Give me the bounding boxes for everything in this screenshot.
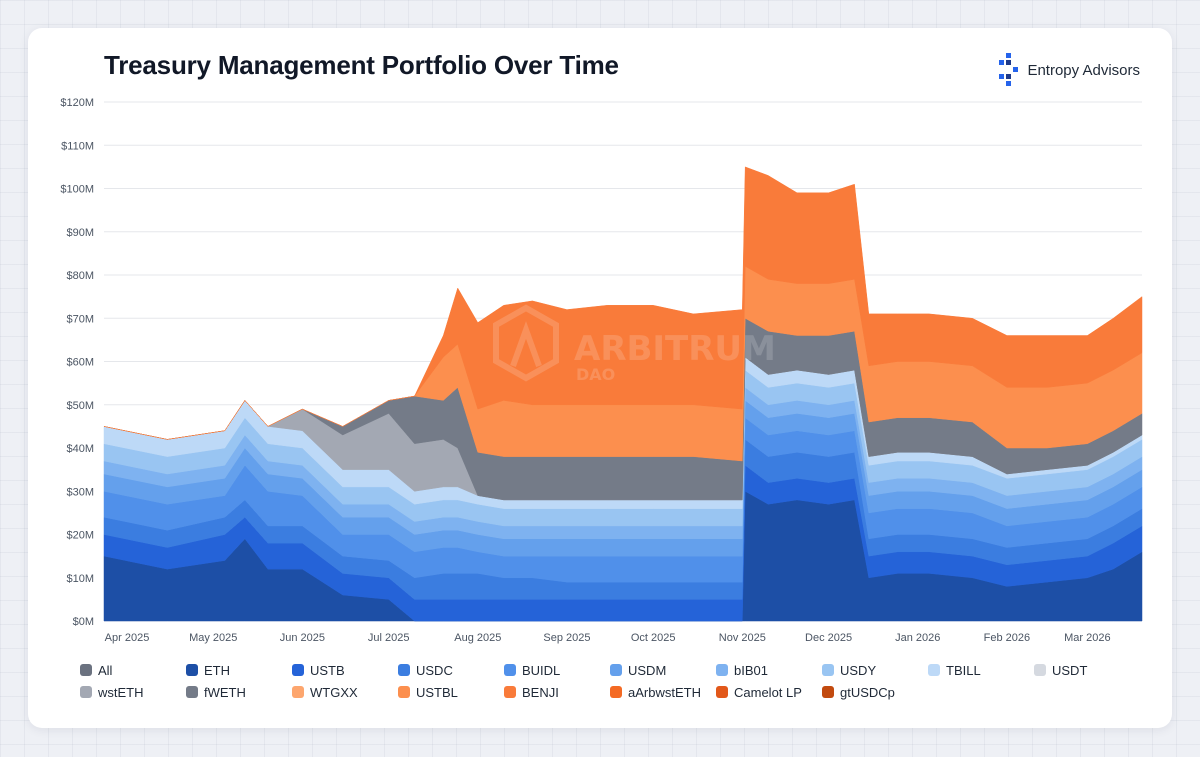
y-tick-label: $70M [66,313,94,325]
y-tick-label: $40M [66,443,94,455]
legend-item-buidl[interactable]: BUIDL [504,662,610,678]
stacked-area-chart: $0M $10M $20M $30M $40M $50M $60M $70M $80M $90M $… [60,97,1143,644]
legend-swatch [292,686,304,698]
legend-item-usdm[interactable]: USDM [610,662,716,678]
legend-label: BUIDL [522,662,561,678]
legend-swatch [1034,664,1046,676]
x-tick-label: May 2025 [189,632,237,644]
legend-label: wstETH [98,684,144,700]
x-tick-label: Nov 2025 [719,632,766,644]
legend-item-wtgxx[interactable]: WTGXX [292,684,398,700]
legend-label: USDT [1052,662,1088,678]
legend-swatch [80,664,92,676]
y-tick-label: $10M [66,573,94,585]
legend-item-usdy[interactable]: USDY [822,662,928,678]
area-benji [103,166,1143,440]
chart-card: Treasury Management Portfolio Over Time … [28,28,1172,728]
legend-item-tbill[interactable]: TBILL [928,662,1034,678]
legend-label: USTB [310,662,345,678]
x-tick-label: Jan 2026 [895,632,940,644]
x-tick-label: Sep 2025 [543,632,590,644]
legend-item-benji[interactable]: BENJI [504,684,610,700]
legend-label: Camelot LP [734,684,802,700]
y-tick-label: $100M [60,184,94,196]
legend-swatch [610,686,622,698]
legend-label: BENJI [522,684,559,700]
legend-label: bIB01 [734,662,768,678]
legend-item-all[interactable]: All [80,662,186,678]
y-tick-label: $90M [66,227,94,239]
x-tick-label: Mar 2026 [1064,632,1110,644]
legend-swatch [292,664,304,676]
legend-item-aarbwsteth[interactable]: aArbwstETH [610,684,716,700]
legend-swatch [80,686,92,698]
legend-label: USDY [840,662,877,678]
legend-swatch [398,664,410,676]
legend-swatch [610,664,622,676]
legend-swatch [822,664,834,676]
y-axis-ticks: $0M $10M $20M $30M $40M $50M $60M $70M $80M $90M $… [60,97,94,628]
legend-label: TBILL [946,662,981,678]
legend-swatch [398,686,410,698]
legend-item-ustb[interactable]: USTB [292,662,398,678]
x-tick-label: Aug 2025 [454,632,501,644]
y-tick-label: $110M [61,140,94,152]
y-tick-label: $0M [73,616,94,628]
legend-item-usdt[interactable]: USDT [1034,662,1140,678]
chart-title: Treasury Management Portfolio Over Time [104,50,619,80]
legend-swatch [928,664,940,676]
x-tick-label: Jun 2025 [280,632,325,644]
legend-item-fweth[interactable]: fWETH [186,684,292,700]
arbitrum-watermark: ARBITRUM DAO [493,304,776,384]
x-tick-label: Apr 2025 [105,632,150,644]
y-tick-label: $60M [66,357,94,369]
watermark-name: ARBITRUM [574,329,776,369]
x-tick-label: Jul 2025 [368,632,410,644]
y-tick-label: $80M [66,270,94,282]
legend-label: fWETH [204,684,246,700]
entropy-logo-icon [999,53,1019,86]
legend-label: USDC [416,662,453,678]
legend-label: gtUSDCp [840,684,895,700]
legend-item-usdc[interactable]: USDC [398,662,504,678]
x-axis-ticks: Apr 2025 May 2025 Jun 2025 Jul 2025 Aug 2025… [105,632,1111,644]
legend-item-gtusdcp[interactable]: gtUSDCp [822,684,928,700]
legend-label: All [98,662,113,678]
y-tick-label: $50M [66,400,94,412]
legend-label: USTBL [416,684,458,700]
y-tick-label: $30M [66,486,94,498]
legend-label: aArbwstETH [628,684,701,700]
watermark-sub: DAO [576,365,615,384]
legend-swatch [504,664,516,676]
x-tick-label: Dec 2025 [805,632,852,644]
legend-label: WTGXX [310,684,358,700]
legend-swatch [186,686,198,698]
y-tick-label: $20M [66,530,94,542]
x-tick-label: Feb 2026 [984,632,1030,644]
legend-label: ETH [204,662,230,678]
legend-item-eth[interactable]: ETH [186,662,292,678]
legend-item-wsteth[interactable]: wstETH [80,684,186,700]
legend-swatch [822,686,834,698]
legend-item-ustbl[interactable]: USTBL [398,684,504,700]
legend: All ETH USTB USDC BUIDL USDM bIB01 USDY TBILL USD… [80,662,1140,700]
legend-label: USDM [628,662,667,678]
legend-swatch [716,664,728,676]
legend-item-camelot-lp[interactable]: Camelot LP [716,684,822,700]
y-tick-label: $120M [60,97,94,109]
legend-item-bib01[interactable]: bIB01 [716,662,822,678]
legend-swatch [716,686,728,698]
legend-swatch [504,686,516,698]
brand-label: Entropy Advisors [1027,61,1140,79]
brand: Entropy Advisors [999,52,1140,88]
x-tick-label: Oct 2025 [631,632,676,644]
series-areas [103,166,1143,622]
legend-swatch [186,664,198,676]
